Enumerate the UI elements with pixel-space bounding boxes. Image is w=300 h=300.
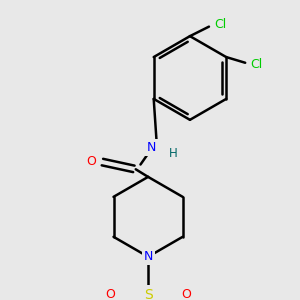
Text: N: N	[147, 141, 157, 154]
Text: S: S	[144, 288, 152, 300]
Text: Cl: Cl	[250, 58, 263, 71]
Text: H: H	[168, 147, 177, 160]
Text: O: O	[181, 288, 191, 300]
Text: Cl: Cl	[214, 18, 226, 31]
Text: O: O	[105, 288, 115, 300]
Text: O: O	[86, 155, 96, 168]
Text: N: N	[143, 250, 153, 263]
